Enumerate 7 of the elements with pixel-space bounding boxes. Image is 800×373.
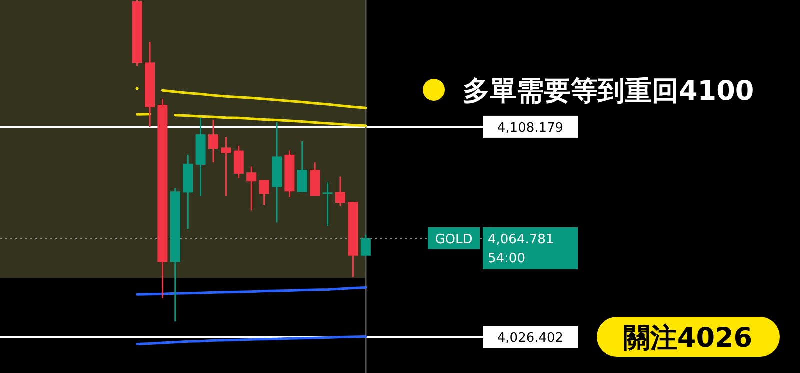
ref-line-label: 4,064.781 bbox=[488, 232, 554, 248]
ref-line-label: 4,026.402 bbox=[497, 331, 564, 346]
text: 54:00 bbox=[488, 251, 526, 266]
text: 關注4026 bbox=[623, 323, 753, 354]
text: GOLD bbox=[435, 232, 473, 248]
text: 多單需要等到重回4100 bbox=[463, 76, 754, 107]
ref-line-label: 4,108.179 bbox=[497, 120, 564, 136]
